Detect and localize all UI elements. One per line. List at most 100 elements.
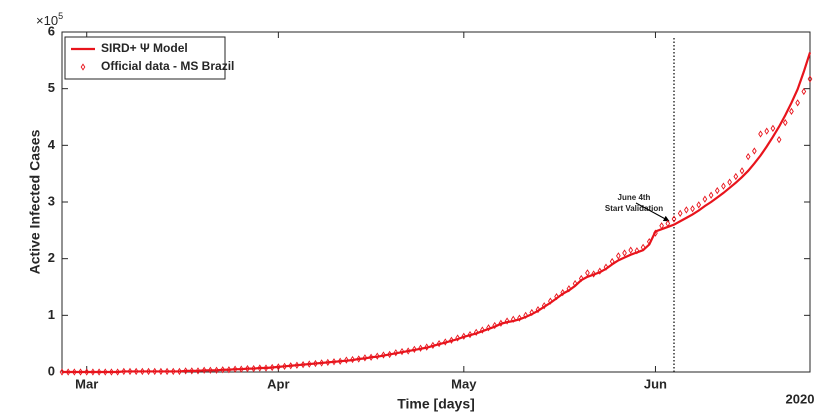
data-point [789,107,794,115]
data-point [282,362,287,370]
data-point [121,367,127,376]
data-point [306,360,312,368]
data-point [133,367,139,376]
data-point [714,187,720,195]
data-point [622,249,627,257]
data-point [752,147,757,155]
data-point [245,364,250,373]
data-point [158,367,164,376]
data-point [59,368,65,376]
data-point [708,191,714,199]
data-point [183,367,188,375]
data-point [745,153,751,161]
data-point [350,355,355,364]
x-tick-label: May [451,376,477,391]
data-point [628,246,634,254]
y-tick-label: 5 [48,80,55,95]
data-point [288,362,294,370]
data-point [220,366,226,374]
y-tick-label: 2 [48,250,55,265]
y-tick-label: 3 [48,193,55,208]
data-point [782,119,788,127]
data-point [362,354,368,362]
data-point [486,324,491,332]
data-point [294,361,300,369]
data-point [529,308,535,317]
data-point [319,359,324,367]
data-point [473,328,479,336]
data-point [152,367,158,376]
data-point [560,289,566,297]
data-point [807,75,813,83]
data-point [702,195,708,203]
x-tick-label: Apr [267,376,289,391]
data-point [603,263,609,271]
data-point [387,350,392,359]
y-multiplier: ×105 [36,11,63,28]
data-point [276,363,281,371]
data-point [480,326,485,334]
data-point [381,351,386,359]
data-point [591,270,596,278]
data-point [115,368,120,376]
y-axis-label: Active Infected Cases [27,129,43,274]
data-point [263,364,269,372]
data-point [449,336,454,344]
data-point [72,368,77,376]
data-point [344,356,349,364]
data-point [640,243,646,251]
data-point [609,257,615,266]
data-point [189,367,195,375]
legend-swatch [80,63,86,71]
data-point [510,315,516,323]
data-point [214,366,219,374]
data-point [727,178,732,186]
data-point [96,368,102,376]
legend-box [64,36,226,80]
data-point [102,368,108,376]
data-point [195,367,201,375]
data-point [653,229,658,237]
data-point [566,285,572,293]
data-point [127,367,133,376]
data-point [770,124,776,132]
model-line [62,52,812,374]
data-point [739,167,745,175]
data-point [634,247,640,255]
data-point [455,334,460,342]
data-point [65,368,71,376]
data-point [251,364,256,373]
data-point [405,347,411,355]
data-point [374,352,380,360]
annotation-line: June 4th [618,193,651,202]
data-point [78,368,83,376]
data-point [412,345,417,353]
data-point [597,267,603,275]
data-point [442,338,448,346]
data-point [523,311,528,319]
y-tick-label: 0 [48,363,55,378]
data-point [585,269,590,277]
data-point [140,367,145,376]
x-tick-label: Mar [75,376,98,391]
data-point [671,215,677,223]
data-point [177,367,182,376]
data-point [232,365,238,373]
data-point [646,238,652,246]
data-point [356,355,362,363]
data-point [690,205,695,213]
data-point [696,201,702,209]
data-point [436,340,442,348]
y-tick-label: 1 [48,307,55,322]
data-point [399,347,405,356]
data-point [300,361,306,369]
x-axis-label: Time [days] [397,396,475,412]
data-point [659,222,664,230]
data-point [758,130,763,138]
data-point [146,367,151,376]
data-point [677,209,683,217]
data-point [572,279,578,288]
data-point [257,364,263,372]
data-point [393,349,399,357]
